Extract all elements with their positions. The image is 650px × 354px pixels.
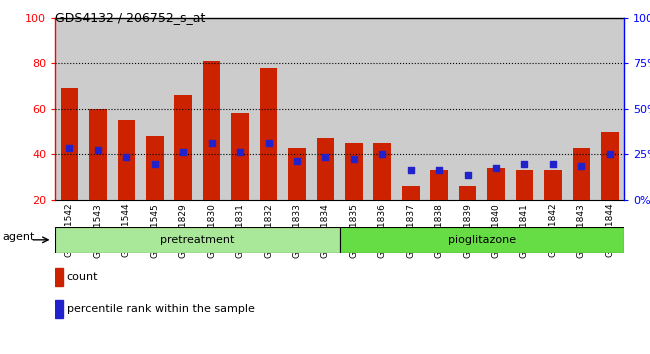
Point bbox=[548, 161, 558, 166]
Bar bbox=[573, 148, 590, 200]
Bar bbox=[288, 148, 305, 200]
Point bbox=[462, 172, 473, 178]
Text: GDS4132 / 206752_s_at: GDS4132 / 206752_s_at bbox=[55, 11, 205, 24]
Bar bbox=[174, 95, 192, 200]
Point bbox=[121, 154, 131, 160]
Bar bbox=[140, 18, 169, 200]
Point bbox=[93, 147, 103, 153]
Text: count: count bbox=[66, 272, 98, 282]
Point bbox=[348, 156, 359, 162]
Bar bbox=[345, 143, 363, 200]
Bar bbox=[254, 18, 283, 200]
Point bbox=[263, 140, 274, 146]
Text: pioglitazone: pioglitazone bbox=[448, 235, 516, 245]
Bar bbox=[169, 18, 198, 200]
Bar bbox=[482, 18, 510, 200]
Bar bbox=[368, 18, 396, 200]
Bar bbox=[55, 18, 84, 200]
Bar bbox=[311, 18, 339, 200]
Bar bbox=[374, 143, 391, 200]
Bar bbox=[146, 136, 164, 200]
Bar bbox=[425, 18, 454, 200]
Bar bbox=[601, 132, 619, 200]
Bar bbox=[510, 18, 539, 200]
Bar bbox=[55, 300, 63, 318]
Bar bbox=[539, 18, 567, 200]
Text: agent: agent bbox=[3, 232, 35, 242]
Bar bbox=[118, 120, 135, 200]
Bar bbox=[55, 268, 63, 286]
Bar bbox=[231, 113, 249, 200]
Bar bbox=[567, 18, 595, 200]
Bar bbox=[339, 18, 368, 200]
Point bbox=[178, 149, 188, 155]
Point bbox=[235, 149, 245, 155]
Bar bbox=[595, 18, 624, 200]
Bar bbox=[430, 170, 448, 200]
Bar bbox=[112, 18, 140, 200]
Bar bbox=[402, 186, 419, 200]
Point bbox=[491, 165, 501, 171]
Point bbox=[604, 152, 615, 157]
Bar bbox=[84, 18, 112, 200]
Point bbox=[519, 161, 530, 166]
Point bbox=[292, 159, 302, 164]
Point bbox=[207, 140, 217, 146]
Bar bbox=[544, 170, 562, 200]
Text: pretreatment: pretreatment bbox=[161, 235, 235, 245]
Bar bbox=[198, 18, 226, 200]
Bar bbox=[260, 68, 278, 200]
Point bbox=[406, 167, 416, 173]
Bar bbox=[317, 138, 334, 200]
Bar bbox=[203, 61, 220, 200]
Point bbox=[64, 145, 75, 150]
Bar bbox=[339, 227, 624, 253]
Bar bbox=[396, 18, 425, 200]
Point bbox=[434, 167, 445, 173]
Bar bbox=[488, 168, 505, 200]
Point bbox=[576, 163, 586, 169]
Bar bbox=[454, 18, 482, 200]
Bar bbox=[89, 109, 107, 200]
Point bbox=[320, 154, 331, 160]
Text: percentile rank within the sample: percentile rank within the sample bbox=[66, 304, 254, 314]
Bar bbox=[226, 18, 254, 200]
Bar bbox=[55, 227, 339, 253]
Bar bbox=[283, 18, 311, 200]
Bar bbox=[60, 88, 78, 200]
Point bbox=[150, 161, 160, 166]
Bar bbox=[459, 186, 476, 200]
Point bbox=[377, 152, 387, 157]
Bar bbox=[515, 170, 533, 200]
